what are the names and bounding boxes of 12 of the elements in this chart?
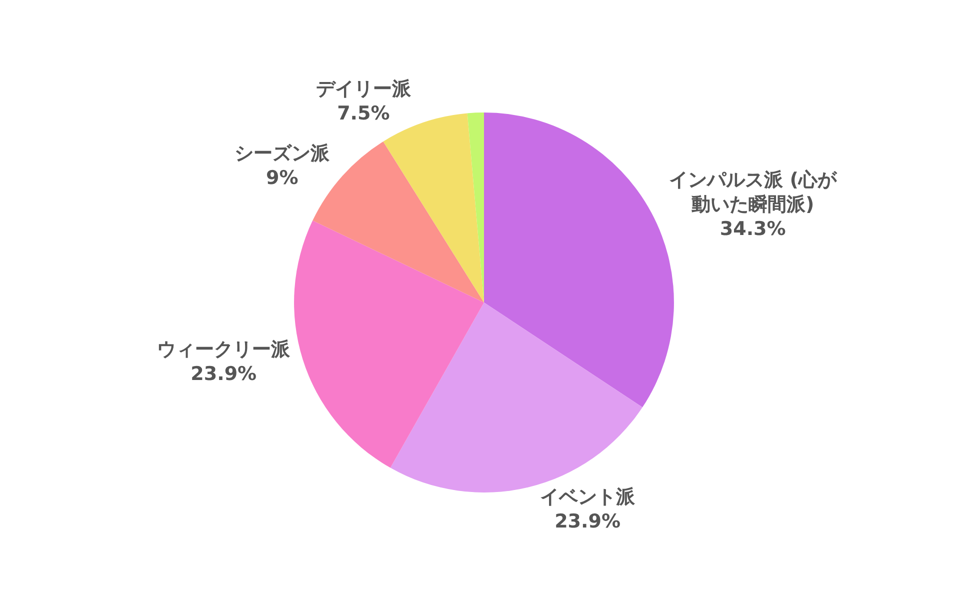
slice-label: インパルス派 (心が動いた瞬間派) — [669, 168, 838, 216]
data-label: 9% — [266, 166, 298, 189]
pie-slice — [467, 112, 484, 302]
pie-slice — [294, 220, 484, 468]
data-label: 23.9% — [554, 510, 620, 533]
slice-label: デイリー派 — [316, 78, 412, 100]
slice-label: シーズン派 — [234, 142, 331, 164]
slice-label: ウィークリー派 — [157, 338, 292, 360]
slice-label: イベント派 — [540, 486, 636, 508]
data-label: 34.3% — [720, 218, 786, 240]
data-label: 23.9% — [190, 362, 257, 385]
data-label: 7.5% — [337, 102, 390, 125]
